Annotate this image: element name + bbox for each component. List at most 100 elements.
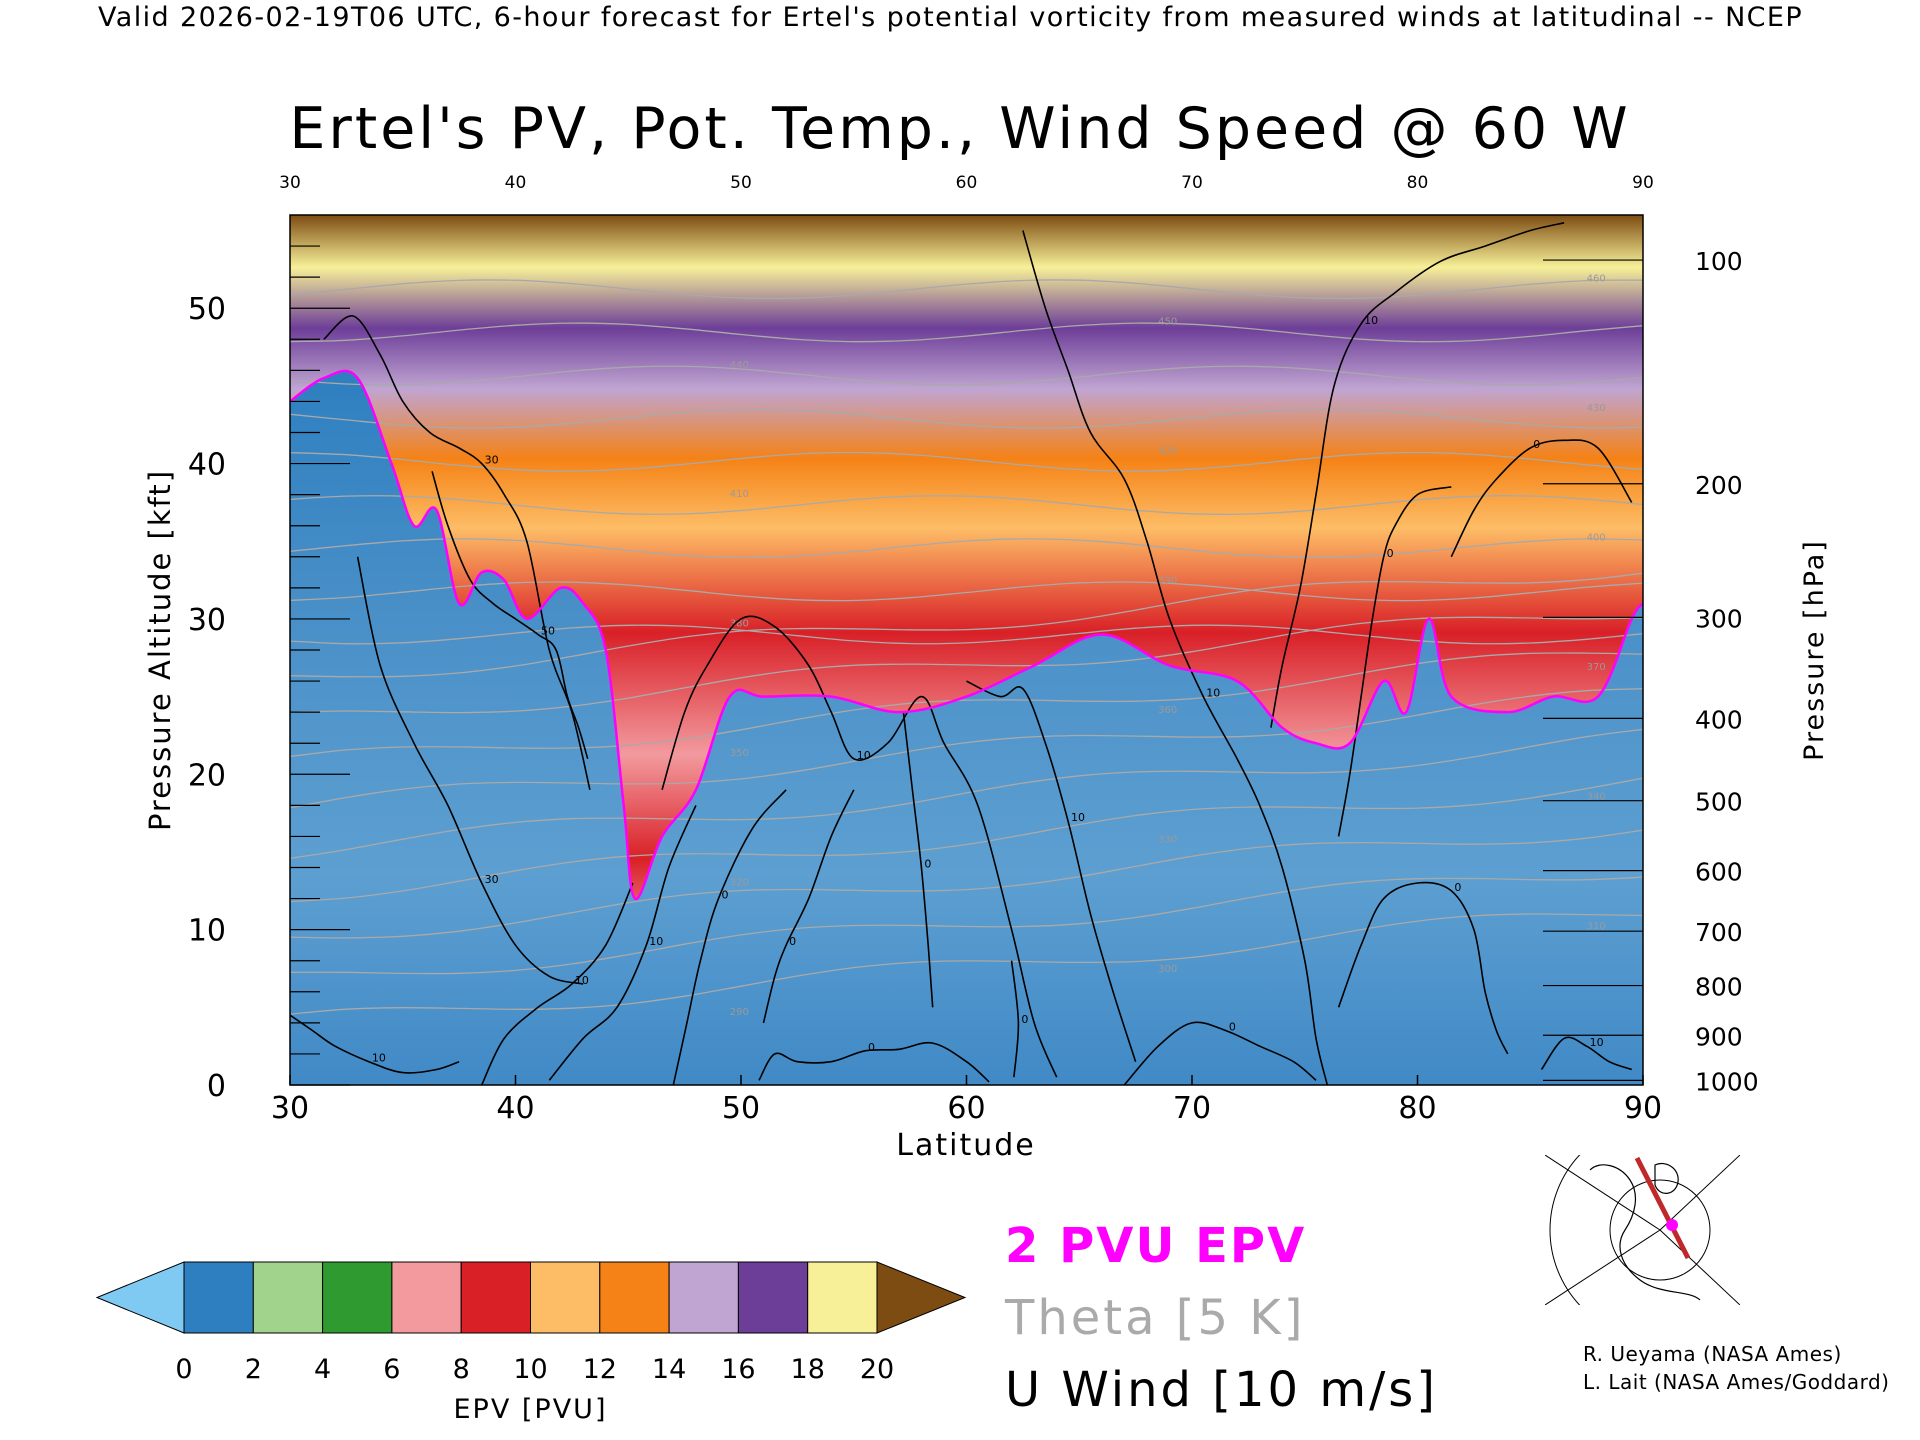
- troposphere-fill: [290, 370, 1643, 1085]
- u-wind-label: 0: [1533, 438, 1540, 451]
- u-wind-contour: [290, 1014, 460, 1074]
- top-x-tick-label: 50: [730, 173, 752, 193]
- u-wind-label: 30: [485, 454, 499, 467]
- colorbar-label: EPV [PVU]: [454, 1394, 608, 1425]
- u-wind-contour: [431, 471, 589, 760]
- pressure-tick-label: 700: [1695, 918, 1743, 947]
- colorbar-segment: [460, 1261, 532, 1334]
- section-marker-dot: [1666, 1219, 1678, 1231]
- u-wind-contour: [1337, 486, 1452, 837]
- theta-label: 400: [1587, 532, 1606, 543]
- colorbar-tick-label: 6: [383, 1354, 400, 1385]
- y2-axis-label: Pressure [hPa]: [1799, 539, 1830, 761]
- theta-label: 410: [730, 489, 749, 500]
- theta-isentrope: [290, 495, 1643, 515]
- u-wind-label: 0: [924, 858, 931, 871]
- u-wind-contour: [661, 615, 1058, 1078]
- legend-2pvu-epv: 2 PVU EPV: [1005, 1218, 1307, 1274]
- colorbar-tick-label: 2: [245, 1354, 262, 1385]
- y-tick-label: 10: [188, 914, 226, 949]
- u-wind-contour: [672, 789, 787, 1085]
- colorbar-over-triangle: [876, 1261, 967, 1334]
- theta-label: 380: [730, 619, 749, 630]
- theta-isentrope: [290, 581, 1643, 602]
- theta-label: 390: [1158, 576, 1177, 587]
- colorbar-segment: [322, 1261, 393, 1334]
- pressure-tick-label: 500: [1695, 788, 1743, 817]
- u-wind-label: 0: [721, 889, 728, 902]
- u-wind-label: 0: [1387, 547, 1394, 560]
- colorbar-under-triangle: [95, 1261, 185, 1334]
- legend-theta: Theta [5 K]: [1005, 1290, 1306, 1346]
- credit-author-1: R. Ueyama (NASA Ames): [1583, 1342, 1842, 1366]
- chart-title: Ertel's PV, Pot. Temp., Wind Speed @ 60 …: [289, 96, 1631, 162]
- u-wind-contour: [548, 805, 697, 1081]
- top-x-tick-label: 30: [279, 173, 301, 193]
- colorbar-segment: [737, 1261, 809, 1334]
- theta-label: 440: [730, 360, 749, 371]
- theta-label: 450: [1158, 317, 1177, 328]
- x-tick-label: 80: [1398, 1091, 1436, 1126]
- colorbar-tick-label: 20: [860, 1354, 894, 1385]
- theta-label: 340: [1587, 791, 1606, 802]
- u-wind-label: 10: [372, 1052, 386, 1065]
- u-wind-label: 10: [1364, 314, 1378, 327]
- theta-label: 370: [1587, 662, 1606, 673]
- u-wind-label: 10: [857, 749, 871, 762]
- credit-author-2: L. Lait (NASA Ames/Goddard): [1583, 1370, 1890, 1394]
- pressure-tick-label: 100: [1695, 247, 1743, 276]
- u-wind-contour: [1022, 230, 1329, 1085]
- pressure-tick-label: 600: [1695, 858, 1743, 887]
- x-tick-label: 60: [947, 1091, 985, 1126]
- theta-isentrope: [290, 616, 1643, 714]
- forecast-valid-line: Valid 2026-02-19T06 UTC, 6-hour forecast…: [98, 2, 1804, 33]
- u-wind-contour: [762, 789, 855, 1024]
- theta-label: 460: [1587, 273, 1606, 284]
- theta-isentrope: [290, 572, 1643, 678]
- theta-label: 360: [1158, 705, 1177, 716]
- colorbar-segment: [807, 1261, 878, 1334]
- pressure-tick-label: 800: [1695, 973, 1743, 1002]
- u-wind-label: 0: [789, 935, 796, 948]
- colorbar-tick-label: 10: [513, 1354, 547, 1385]
- theta-label: 300: [1158, 964, 1177, 975]
- u-wind-contour: [356, 556, 584, 985]
- x-tick-label: 50: [722, 1091, 760, 1126]
- theta-isentrope: [290, 538, 1643, 559]
- colorbar-tick-label: 8: [453, 1354, 470, 1385]
- colorbar-tick-label: 16: [721, 1354, 755, 1385]
- theta-isentrope: [290, 913, 1643, 1015]
- top-x-tick-label: 80: [1407, 173, 1429, 193]
- theta-isentrope: [290, 451, 1643, 472]
- u-wind-label: 10: [649, 935, 663, 948]
- x-tick-label: 70: [1173, 1091, 1211, 1126]
- u-wind-contour: [758, 1041, 990, 1083]
- x-tick-label: 90: [1624, 1091, 1662, 1126]
- u-wind-contour: [323, 315, 591, 790]
- pressure-tick-label: 400: [1695, 705, 1743, 734]
- theta-label: 320: [730, 878, 749, 889]
- theta-isentrope: [290, 322, 1643, 343]
- u-wind-contour: [902, 712, 934, 1008]
- theta-isentrope: [290, 829, 1643, 939]
- top-x-tick-label: 70: [1181, 173, 1203, 193]
- colorbar-segment: [668, 1261, 739, 1334]
- y-tick-label: 0: [207, 1069, 226, 1104]
- colorbar-segment: [391, 1261, 462, 1334]
- colorbar-segment: [252, 1261, 324, 1334]
- theta-label: 420: [1158, 446, 1177, 457]
- y-tick-label: 30: [188, 603, 226, 638]
- u-wind-label: 10: [1590, 1036, 1604, 1049]
- u-wind-label: 30: [485, 873, 499, 886]
- x-axis-label: Latitude: [896, 1128, 1035, 1163]
- y-tick-label: 40: [188, 448, 226, 483]
- u-wind-contour: [480, 882, 634, 1085]
- u-wind-contour: [966, 680, 1137, 1062]
- theta-label: 290: [730, 1007, 749, 1018]
- u-wind-contour: [1540, 1036, 1632, 1071]
- section-track-line: [1634, 1156, 1691, 1260]
- locator-map: [1545, 1155, 1740, 1305]
- x-tick-label: 40: [496, 1091, 534, 1126]
- y-tick-label: 20: [188, 758, 226, 793]
